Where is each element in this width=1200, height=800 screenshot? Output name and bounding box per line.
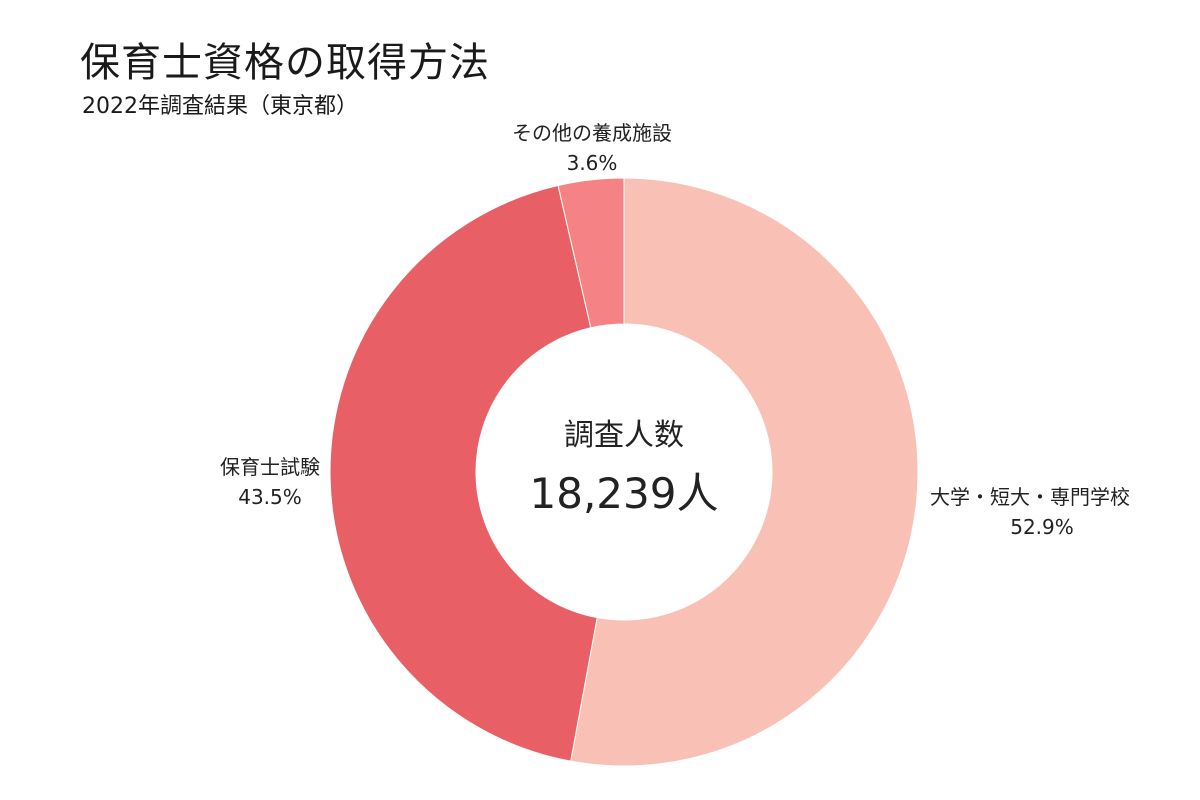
slice-name-label: 大学・短大・専門学校 [930,485,1130,509]
slice-value-label: 52.9% [1010,515,1074,539]
slice-value-label: 43.5% [238,485,302,509]
donut-slice [570,177,919,767]
slice-value-label: 3.6% [567,151,618,175]
chart-subtitle: 2022年調査結果（東京都） [82,94,358,119]
slice-name-label: 保育士試験 [220,455,320,479]
center-label: 調査人数 [564,418,684,453]
center-total: 18,239人 [530,469,719,518]
chart-title: 保育士資格の取得方法 [80,40,490,86]
donut-slice [329,184,598,762]
donut-slice [557,177,625,329]
slice-name-label: その他の養成施設 [512,121,672,145]
